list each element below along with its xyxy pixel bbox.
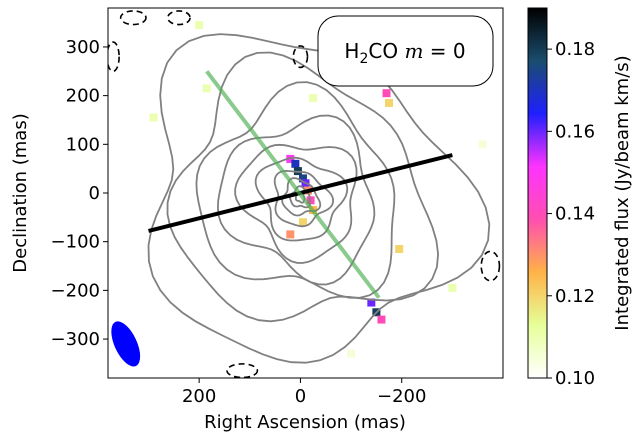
cbar-tick-label-0: 0.10 [555, 368, 595, 389]
annotation-subscript: 2 [359, 51, 368, 67]
beam-shape [111, 321, 141, 367]
flux-pixel-22 [478, 140, 487, 149]
x-axis-ticks: 200 0 −200 [182, 378, 426, 407]
flux-pixel-18 [195, 21, 204, 30]
annotation-rest: CO [368, 39, 404, 63]
cbar-tick-label-3: 0.16 [555, 121, 595, 142]
species-annotation: H2CO m = 0 [317, 15, 494, 87]
flux-pixel-13 [385, 98, 394, 107]
cbar-tick-label-2: 0.14 [555, 204, 595, 225]
y-axis-label: Declination (mas) [10, 113, 31, 272]
contour-lines [108, 10, 501, 378]
cbar-tick-label-1: 0.12 [555, 286, 595, 307]
colorbar-ticks: 0.10 0.12 0.14 0.16 0.18 [547, 39, 595, 389]
y-tick-label-2: 100 [66, 134, 100, 155]
annotation-box [317, 15, 494, 87]
x-tick-label-1: 0 [295, 386, 306, 407]
beam-ellipse [111, 321, 141, 367]
flux-pixel-8 [286, 230, 295, 239]
y-tick-label-3: 0 [89, 183, 100, 204]
flux-pixel-11 [377, 315, 386, 324]
colorbar: 0.10 0.12 0.14 0.16 0.18 Integrated flux (Jy… [527, 7, 633, 389]
y-tick-label-0: 300 [66, 37, 100, 58]
flux-pixel-12 [382, 89, 391, 98]
annotation-text: H2CO m = 0 [344, 39, 465, 67]
flux-pixel-9 [367, 298, 376, 307]
contour-dashed-3 [226, 363, 259, 378]
x-tick-label-2: −200 [377, 386, 426, 407]
y-tick-label-6: −300 [51, 329, 100, 350]
flux-pixel-14 [202, 84, 211, 93]
y-tick-label-4: −100 [51, 232, 100, 253]
annotation-equals: = 0 [423, 39, 465, 63]
contour-dashed-0 [119, 10, 147, 26]
contour-dashed-1 [166, 10, 191, 26]
contour-dashed-2 [108, 41, 120, 73]
flux-pixel-21 [347, 349, 356, 358]
annotation-variable: m [404, 39, 423, 63]
x-axis-label: Right Ascension (mas) [204, 412, 406, 433]
contour-solid-4 [254, 156, 349, 242]
contour-solid-8 [166, 51, 440, 323]
flux-pixel-1 [291, 159, 300, 168]
annotation-species: H [344, 39, 359, 63]
colorbar-gradient [527, 7, 548, 379]
flux-pixel-17 [448, 283, 457, 292]
contour-solid-3 [273, 169, 335, 228]
contour-solid-9 [147, 33, 491, 364]
contour-dashed-4 [480, 250, 501, 282]
flux-pixel-15 [149, 113, 158, 122]
flux-pixel-20 [298, 218, 307, 227]
y-axis-ticks: 300 200 100 0 −100 −200 −300 [51, 37, 108, 350]
overlay-lines [148, 70, 453, 299]
contour-solid-7 [195, 81, 396, 299]
y-tick-label-1: 200 [66, 86, 100, 107]
cbar-tick-label-4: 0.18 [555, 39, 595, 60]
contour-solid-5 [234, 143, 358, 264]
green-line [205, 70, 381, 299]
y-tick-label-5: −200 [51, 280, 100, 301]
flux-pixel-3 [298, 174, 307, 183]
flux-pixel-19 [309, 94, 318, 103]
x-tick-label-0: 200 [182, 386, 216, 407]
contour-dashed-5 [292, 45, 309, 69]
colorbar-label: Integrated flux (Jy/beam km/s) [612, 55, 633, 330]
flux-pixel-16 [395, 244, 404, 253]
